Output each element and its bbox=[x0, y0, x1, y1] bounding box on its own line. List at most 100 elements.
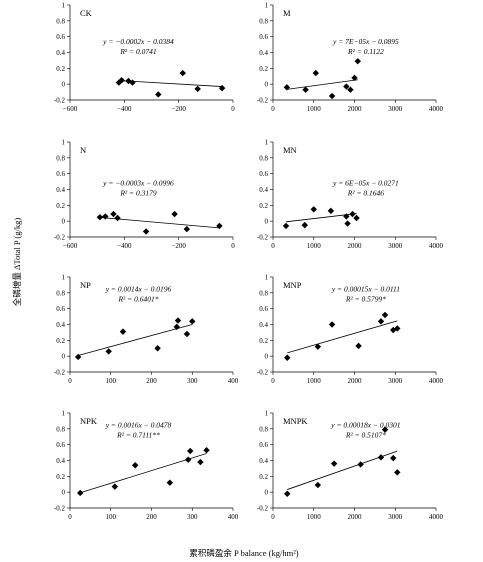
data-point bbox=[119, 328, 127, 335]
y-tick-label: 1 bbox=[265, 274, 269, 282]
x-tick-label: 1000 bbox=[307, 105, 322, 113]
data-point bbox=[218, 84, 226, 92]
x-tick-label: −600 bbox=[63, 105, 78, 113]
data-point bbox=[394, 325, 401, 332]
regression-equation: y = 0.00015x − 0.0111 bbox=[331, 284, 400, 293]
x-tick-label: 3000 bbox=[388, 105, 403, 113]
data-point bbox=[343, 83, 350, 90]
y-tick-label: 0.6 bbox=[259, 170, 268, 178]
data-point bbox=[187, 447, 194, 455]
y-tick-label: 0.8 bbox=[56, 425, 65, 433]
x-tick-label: −400 bbox=[117, 242, 132, 250]
y-tick-label: 0.2 bbox=[259, 337, 268, 345]
x-tick-label: 2000 bbox=[348, 377, 363, 385]
data-point bbox=[174, 317, 182, 324]
data-point bbox=[282, 222, 290, 230]
data-point bbox=[351, 74, 358, 82]
y-tick-label: 0.4 bbox=[56, 321, 65, 329]
regression-equation: y = 6E−05x − 0.0271 bbox=[332, 179, 399, 188]
regression-equation: y = −0.0003x − 0.0996 bbox=[102, 179, 174, 188]
data-point bbox=[390, 454, 397, 462]
x-tick-label: 1000 bbox=[307, 377, 322, 385]
data-point bbox=[381, 426, 389, 433]
data-point bbox=[183, 225, 191, 233]
y-tick-label: 0 bbox=[265, 81, 269, 89]
data-point bbox=[194, 85, 201, 93]
data-point bbox=[354, 58, 361, 65]
y-tick-label: 0.8 bbox=[56, 289, 65, 297]
data-point bbox=[74, 353, 82, 361]
r-squared-label: R² = 0.5799* bbox=[345, 294, 386, 303]
y-tick-label: 0.4 bbox=[56, 186, 65, 194]
data-point bbox=[328, 92, 336, 100]
y-tick-label: -0.2 bbox=[257, 97, 269, 105]
y-tick-label: 0.6 bbox=[56, 305, 65, 313]
r-squared-label: R² = 0.1122 bbox=[347, 47, 384, 56]
x-tick-label: 300 bbox=[187, 377, 198, 385]
y-tick-label: 0 bbox=[62, 489, 66, 497]
y-axis-title: 全磷增量 ΔTotal P (g/kg) bbox=[12, 218, 22, 307]
data-point bbox=[171, 210, 178, 218]
trendline bbox=[78, 324, 193, 356]
x-axis-title: 累积磷盈余 P balance (kg/hm²) bbox=[189, 548, 298, 558]
y-tick-label: 0 bbox=[62, 353, 66, 361]
y-tick-label: 0 bbox=[62, 81, 66, 89]
data-point bbox=[284, 354, 291, 361]
data-point bbox=[310, 206, 317, 213]
y-tick-label: 0.8 bbox=[56, 17, 65, 25]
y-tick-label: -0.2 bbox=[257, 234, 269, 242]
y-tick-label: -0.2 bbox=[54, 505, 66, 513]
regression-equation: y = −0.0002x − 0.0384 bbox=[102, 37, 174, 46]
data-point bbox=[110, 210, 117, 218]
y-tick-label: 0 bbox=[265, 218, 269, 226]
y-tick-label: 0.6 bbox=[56, 441, 65, 449]
panel-label: MN bbox=[283, 145, 297, 155]
y-tick-label: 0.4 bbox=[56, 457, 65, 465]
y-tick-label: -0.2 bbox=[54, 369, 66, 377]
x-tick-label: 0 bbox=[271, 513, 275, 521]
y-tick-label: -0.2 bbox=[257, 369, 269, 377]
data-point bbox=[115, 79, 123, 86]
data-point bbox=[114, 214, 121, 222]
data-point bbox=[353, 214, 360, 222]
r-squared-label: R² = 0.5107* bbox=[345, 430, 386, 439]
data-point bbox=[102, 213, 109, 220]
data-point bbox=[314, 343, 322, 350]
x-tick-label: 0 bbox=[231, 242, 235, 250]
y-tick-label: 0.6 bbox=[56, 33, 65, 41]
data-point bbox=[132, 462, 139, 469]
x-tick-label: 4000 bbox=[429, 105, 444, 113]
y-tick-label: 0 bbox=[265, 489, 269, 497]
data-point bbox=[330, 460, 338, 467]
data-point bbox=[328, 321, 336, 328]
panel-label: N bbox=[80, 145, 86, 155]
x-tick-label: 3000 bbox=[388, 377, 403, 385]
data-point bbox=[377, 318, 385, 325]
data-point bbox=[314, 481, 322, 489]
data-point bbox=[189, 318, 196, 325]
trendline bbox=[286, 79, 358, 90]
r-squared-label: R² = 0.3179 bbox=[119, 189, 157, 198]
regression-equation: y = 7E−05x − 0.0895 bbox=[332, 37, 399, 46]
data-point bbox=[357, 461, 364, 468]
x-tick-label: 400 bbox=[228, 513, 239, 521]
data-point bbox=[118, 77, 125, 84]
x-tick-label: 200 bbox=[146, 377, 157, 385]
panel-label: M bbox=[283, 8, 291, 18]
data-point bbox=[347, 86, 354, 93]
x-tick-label: 3000 bbox=[388, 513, 403, 521]
y-tick-label: 0.4 bbox=[259, 321, 268, 329]
panel-label: NPK bbox=[80, 416, 98, 426]
x-tick-label: 1000 bbox=[307, 242, 322, 250]
y-tick-label: 0.4 bbox=[259, 457, 268, 465]
x-tick-label: 300 bbox=[187, 513, 198, 521]
r-squared-label: R² = 0.1646 bbox=[347, 189, 385, 198]
y-tick-label: 0.2 bbox=[259, 473, 268, 481]
panel-n: -0.2 0 0.2 0.4 0.6 0.8 1 −600 −400 −200 0 Ny = −0.0… bbox=[54, 139, 235, 251]
data-point bbox=[142, 228, 150, 235]
x-tick-label: 100 bbox=[106, 377, 117, 385]
y-tick-label: 0.6 bbox=[259, 305, 268, 313]
